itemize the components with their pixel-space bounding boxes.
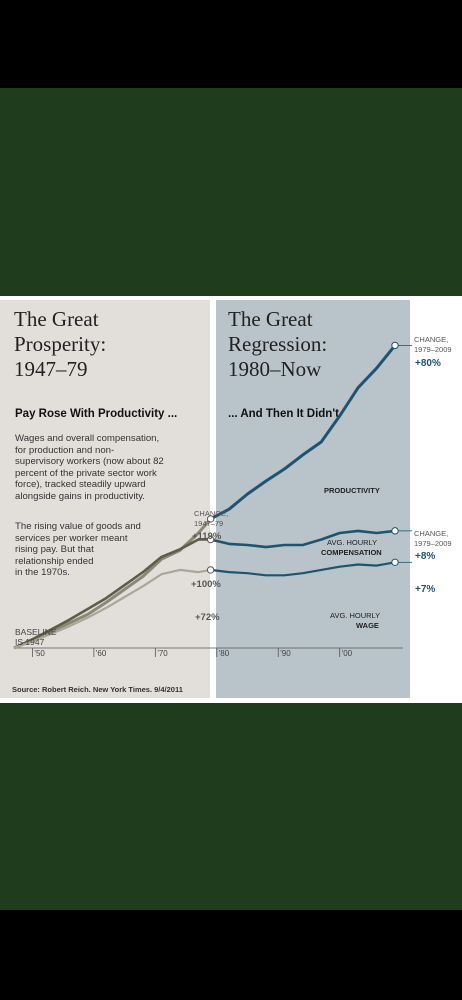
change-1979-2009-productivity: +80%: [415, 358, 441, 369]
wage-line-1947-1979: [13, 568, 211, 650]
bottom-green-background: [0, 703, 462, 910]
productivity-line-1979-2009: [209, 344, 397, 521]
wage-line-1979-2009: [210, 561, 396, 577]
change-1979-2009-header-top-line2: 1979–2009: [414, 345, 452, 354]
change-1979-2009-header-top-line1: CHANGE,: [414, 335, 448, 344]
prosperity-panel: [0, 300, 210, 698]
change-1947-79-header-line1: CHANGE,: [194, 509, 228, 518]
bottom-black-bar: [0, 910, 462, 1000]
x-tick-label: '60: [96, 649, 107, 658]
change-1947-79-compensation: +100%: [191, 579, 221, 590]
wage-marker-1979: [206, 566, 215, 574]
change-1979-2009-header-mid-line1: CHANGE,: [414, 529, 448, 538]
wage-series-label-line1: AVG. HOURLY: [330, 611, 380, 620]
compensation-series-label-line1: AVG. HOURLY: [327, 538, 377, 547]
x-tick-label: '70: [157, 649, 168, 658]
change-1947-79-header-line2: 1947–79: [194, 519, 223, 528]
productivity-marker-2009: [391, 341, 399, 350]
change-1947-79-wage: +72%: [195, 612, 220, 623]
regression-subhead: ... And Then It Didn't: [228, 408, 339, 420]
productivity-series-label: PRODUCTIVITY: [324, 486, 380, 495]
prosperity-subhead: Pay Rose With Productivity ...: [15, 408, 178, 420]
compensation-series-label-line2: COMPENSATION: [321, 548, 382, 557]
x-tick-label: '50: [34, 649, 45, 658]
regression-title: The Great Regression: 1980–Now: [228, 307, 328, 381]
compensation-line-1947-1979: [13, 538, 211, 650]
line-chart: '50 '60 '70 '80 '90 '00 BASELINE IS 1947 CHAN…: [13, 335, 452, 658]
wage-marker-2009: [391, 558, 399, 567]
wage-series-label-line2: WAGE: [356, 621, 379, 630]
prosperity-description-2: The rising value of goods and services p…: [15, 521, 141, 578]
infographic-card: The Great Prosperity: 1947–79 The Great …: [0, 296, 462, 703]
change-1947-79-productivity: +119%: [192, 531, 222, 542]
x-tick-label: '80: [219, 649, 230, 658]
change-1979-2009-compensation: +8%: [415, 551, 435, 562]
source-credit: Source: Robert Reich. New York Times. 9/…: [12, 685, 183, 694]
change-1979-2009-wage: +7%: [415, 584, 435, 595]
top-green-background: [0, 88, 462, 296]
change-1979-2009-header-mid-line2: 1979–2009: [414, 539, 452, 548]
baseline-label-line2: IS 1947: [15, 637, 45, 647]
x-tick-label: '00: [342, 649, 353, 658]
compensation-line-1979-2009: [210, 529, 396, 549]
prosperity-title: The Great Prosperity: 1947–79: [14, 307, 107, 381]
compensation-marker-1979: [206, 535, 215, 544]
compensation-marker-2009: [391, 527, 399, 535]
productivity-marker-1979: [206, 515, 215, 523]
prosperity-description: Wages and overall compensation, for prod…: [15, 433, 164, 502]
top-black-bar: [0, 0, 462, 88]
x-tick-label: '90: [280, 649, 291, 658]
baseline-label-line1: BASELINE: [15, 627, 57, 637]
